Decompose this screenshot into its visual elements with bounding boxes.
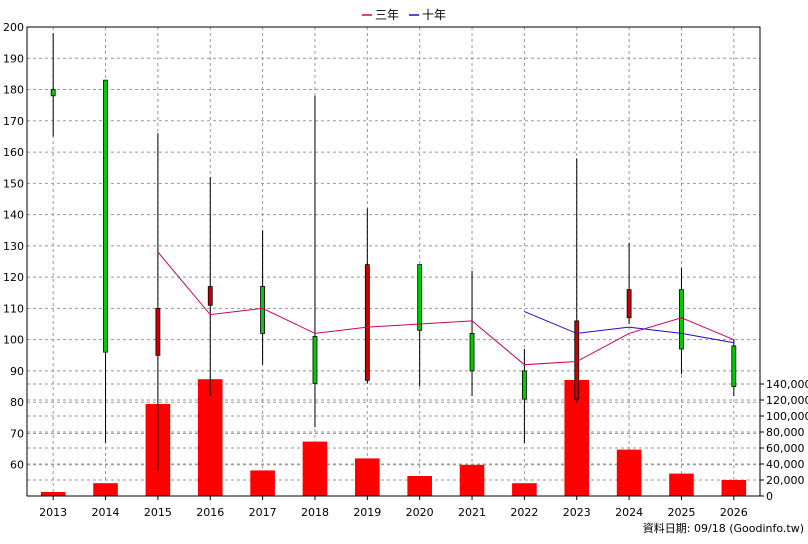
volume-tick-label: 80,000 [766,426,805,439]
candle-body [417,264,423,331]
candle-body [260,286,266,334]
grid [27,26,760,496]
volume-bars [40,379,747,496]
candle-body [679,289,684,350]
volume-bar [407,476,432,496]
volume-bar [721,480,747,496]
price-tick-label: 110 [3,302,24,315]
volume-tick-label: 140,000 [766,378,808,391]
legend-label-ten-year: 十年 [422,8,446,22]
year-tick-label: 2026 [720,506,748,519]
price-tick-label: 140 [3,209,24,222]
price-tick-label: 150 [3,177,24,190]
price-tick-label: 180 [3,84,24,97]
volume-bar [512,483,537,496]
year-tick-label: 2017 [249,506,277,519]
price-tick-label: 80 [10,396,24,409]
volume-tick-label: 60,000 [766,442,805,455]
price-tick-label: 120 [3,271,24,284]
axes: 60 70 80 90 100 110 120 130 140 150 160 170 180 190 20… [3,21,808,519]
price-tick-label: 70 [10,427,24,440]
volume-bar [616,449,642,496]
price-tick-label: 160 [3,146,24,159]
year-tick-label: 2025 [667,506,695,519]
year-tick-label: 2018 [301,506,329,519]
year-tick-label: 2024 [615,506,643,519]
volume-bar [355,458,380,496]
legend-label-three-year: 三年 [375,8,399,22]
volume-bar [40,492,66,496]
candle-body [469,333,475,372]
volume-tick-label: 0 [766,490,773,503]
price-tick-label: 100 [3,334,24,347]
candle-body [103,79,108,353]
candle-body [731,345,737,387]
volume-bar [250,470,275,496]
moving-lines [157,251,735,366]
candle-body [626,289,632,319]
year-tick-label: 2015 [144,506,172,519]
candle-body [312,336,318,384]
candle-body [521,370,527,400]
candle-body [50,89,56,97]
price-tick-label: 60 [10,459,24,472]
year-tick-label: 2019 [353,506,381,519]
year-tick-label: 2023 [563,506,591,519]
three-year-line [157,251,735,366]
price-tick-label: 170 [3,115,24,128]
volume-bar [197,379,223,496]
year-tick-label: 2013 [39,506,67,519]
volume-bar [302,441,328,496]
year-tick-label: 2020 [406,506,434,519]
candle-body [155,307,161,356]
volume-bar [669,473,694,496]
volume-tick-label: 120,000 [766,394,808,407]
year-tick-label: 2014 [92,506,120,519]
volume-bar [459,464,485,496]
year-tick-label: 2021 [458,506,486,519]
ten-year-line [524,311,734,344]
volume-tick-label: 40,000 [766,458,805,471]
candles [50,33,737,471]
volume-bar [93,483,118,496]
price-tick-label: 130 [3,240,24,253]
candle-body [364,264,370,381]
legend: 三年 十年 [362,8,446,22]
price-tick-label: 190 [3,52,24,65]
candle-body [207,286,213,306]
price-tick-label: 200 [3,21,24,34]
plot-border [26,26,761,497]
year-tick-label: 2016 [196,506,224,519]
source-label: 資料日期: 09/18 (Goodinfo.tw) [643,521,804,535]
year-tick-label: 2022 [510,506,538,519]
volume-tick-label: 20,000 [766,474,805,487]
volume-tick-label: 100,000 [766,410,808,423]
price-tick-label: 90 [10,365,24,378]
